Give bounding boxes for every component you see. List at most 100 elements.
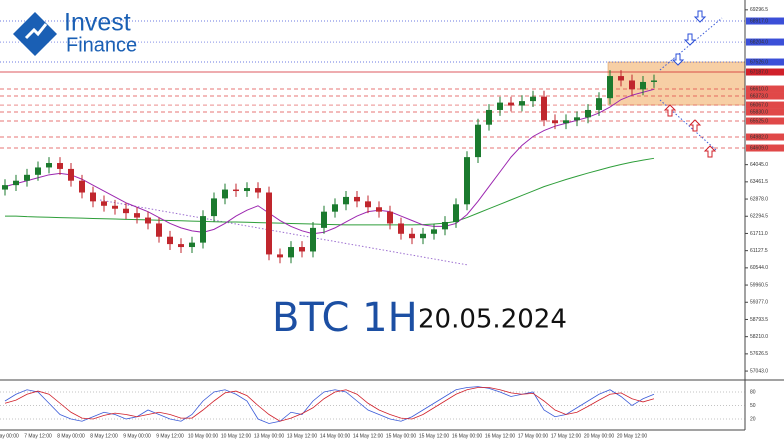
logo-mark [13,12,57,56]
x-tick-label: 7 May 00:00 [0,433,19,439]
x-tick-label: 16 May 00:00 [452,433,483,439]
x-tick-label: 8 May 00:00 [57,433,85,439]
level-label-box [746,38,784,46]
x-tick-label: 16 May 12:00 [485,433,516,439]
level-label-box [746,101,784,109]
candle-body [409,233,415,239]
candle-body [651,80,657,82]
candle-body [442,221,448,230]
candle-body [134,213,140,218]
candle-body [420,233,426,239]
candle-body [79,180,85,193]
oscillator-line [4,386,655,424]
level-label: 68204.0 [750,39,768,45]
candle-body [288,247,294,258]
candle-body [2,185,8,190]
level-label-box [746,85,784,93]
candle-body [24,174,30,181]
y-tick-label: 58793.5 [750,317,768,323]
candle-body [123,208,129,214]
level-label-box [746,117,784,125]
candle-body [35,167,41,175]
logo-text: Invest [64,9,131,37]
candle-body [596,98,602,110]
level-label-box [746,108,784,116]
logo-text: Finance [66,34,137,56]
x-tick-label: 17 May 12:00 [551,433,582,439]
candle-body [68,168,74,181]
candle-body [222,189,228,199]
x-tick-label: 17 May 00:00 [518,433,549,439]
logo-mark [24,23,48,40]
candle-body [431,229,437,234]
level-label-box [746,68,784,76]
x-tick-label: 9 May 00:00 [123,433,151,439]
x-tick-label: 7 May 12:00 [24,433,52,439]
candle-body [541,96,547,121]
y-tick-label: 61127.5 [750,248,768,254]
y-tick-label: 80 [750,389,756,395]
candle-body [178,244,184,248]
candle-body [244,188,250,192]
candle-body [46,163,52,168]
candle-body [13,180,19,186]
level-label: 67187.0 [750,69,768,75]
candle-body [90,192,96,202]
candle-body [266,192,272,255]
candle-body [343,196,349,205]
y-tick-label: 62294.5 [750,214,768,220]
y-tick-label: 62878.0 [750,196,768,202]
x-tick-label: 15 May 12:00 [419,433,450,439]
candle-body [530,96,536,102]
candle-body [101,201,107,206]
plot-back: 57043.0 57626.5 58210.0 58793.5 59377.0 59960… [0,7,784,374]
candle-body [552,120,558,124]
level-label: 68917.0 [750,18,768,24]
candle-body [112,205,118,209]
candle-body [365,201,371,208]
trend-line [659,17,723,71]
y-tick-label: 63461.5 [750,179,768,185]
chart-subtitle: 20.05.2024 [418,305,567,335]
candle-body [156,223,162,237]
candle-body [640,81,646,90]
trend-line [99,199,469,266]
y-tick-label: 57043.0 [750,368,768,374]
y-tick-label: 64045.0 [750,162,768,168]
y-tick-label: 61711.0 [750,231,768,237]
y-tick-label: 50 [750,403,756,409]
chart-title: BTC 1H [272,295,418,341]
candle-body [387,211,393,224]
level-label: 65830.0 [750,109,768,115]
resistance-zone [607,61,746,106]
y-tick-label: 57626.5 [750,351,768,357]
candle-body [376,207,382,212]
candle-body [299,247,305,252]
level-label-box [746,58,784,66]
candle-body [354,196,360,202]
candle-body [519,101,525,106]
y-tick-label: 59960.5 [750,282,768,288]
x-tick-label: 10 May 12:00 [221,433,252,439]
level-label-box [746,133,784,141]
y-tick-label: 59377.0 [750,300,768,306]
candle-body [145,217,151,224]
candle-body [233,189,239,192]
x-tick-label: 14 May 00:00 [320,433,351,439]
x-tick-label: 9 May 12:00 [156,433,184,439]
y-tick-label: 69296.5 [750,7,768,13]
level-label: 66610.0 [750,86,768,92]
level-label: 66067.0 [750,102,768,108]
candle-body [453,204,459,222]
candle-body [563,120,569,124]
candle-body [574,117,580,121]
level-label: 65525.0 [750,118,768,124]
candle-body [332,204,338,212]
x-tick-label: 10 May 00:00 [188,433,219,439]
x-tick-label: 20 May 12:00 [617,433,648,439]
candle-body [607,76,613,99]
moving-average [5,157,655,226]
down-arrows [671,10,707,66]
candle-body [618,76,624,81]
